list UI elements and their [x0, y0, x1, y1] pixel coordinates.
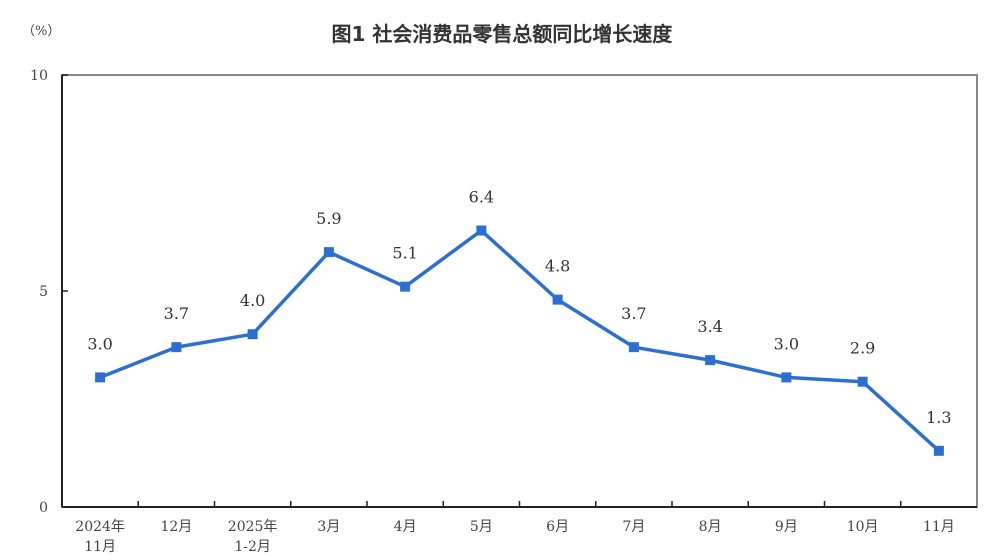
y-tick-label: 0 [39, 500, 48, 516]
data-marker [628, 342, 639, 353]
data-marker [857, 376, 868, 387]
data-label: 6.4 [469, 188, 494, 207]
x-tick-label: 2025年 [228, 519, 278, 535]
data-marker [247, 329, 258, 340]
data-label: 3.4 [697, 317, 722, 336]
x-tick-label: 6月 [546, 519, 569, 535]
data-marker [552, 294, 563, 305]
x-tick-label: 5月 [470, 519, 493, 535]
data-label: 4.0 [240, 291, 265, 310]
x-tick-label: 7月 [622, 519, 645, 535]
data-label: 3.0 [774, 334, 799, 353]
data-marker [171, 342, 182, 353]
data-marker [781, 372, 792, 383]
data-marker [323, 247, 334, 258]
data-label: 3.7 [621, 304, 646, 323]
y-tick-label: 10 [30, 68, 48, 84]
data-label: 3.0 [87, 334, 112, 353]
data-label: 4.8 [545, 257, 570, 276]
x-tick-label: 1-2月 [234, 539, 271, 555]
series-line [99, 228, 941, 453]
x-tick-label: 11月 [923, 519, 955, 535]
x-tick-label: 3月 [317, 519, 340, 535]
x-tick-label: 12月 [160, 519, 192, 535]
plot-frame [61, 74, 978, 508]
data-label: 3.7 [164, 304, 189, 323]
y-tick-label: 5 [39, 284, 48, 300]
data-marker [705, 355, 716, 366]
x-tick-label: 8月 [699, 519, 722, 535]
x-tick-label: 2024年 [75, 519, 125, 535]
chart-title: 图1 社会消费品零售总额同比增长速度 [331, 22, 673, 46]
data-label: 2.9 [850, 339, 875, 358]
data-marker [400, 281, 411, 292]
x-tick-label: 11月 [84, 539, 116, 555]
data-marker [933, 445, 944, 456]
x-tick-label: 9月 [775, 519, 798, 535]
x-tick-label: 10月 [847, 519, 879, 535]
data-label: 5.1 [392, 244, 417, 263]
x-tick-label: 4月 [394, 519, 417, 535]
data-marker [476, 225, 487, 236]
data-marker [95, 372, 106, 383]
data-label: 5.9 [316, 209, 341, 228]
y-axis-unit: （%） [22, 24, 61, 39]
data-label: 1.3 [926, 408, 951, 427]
